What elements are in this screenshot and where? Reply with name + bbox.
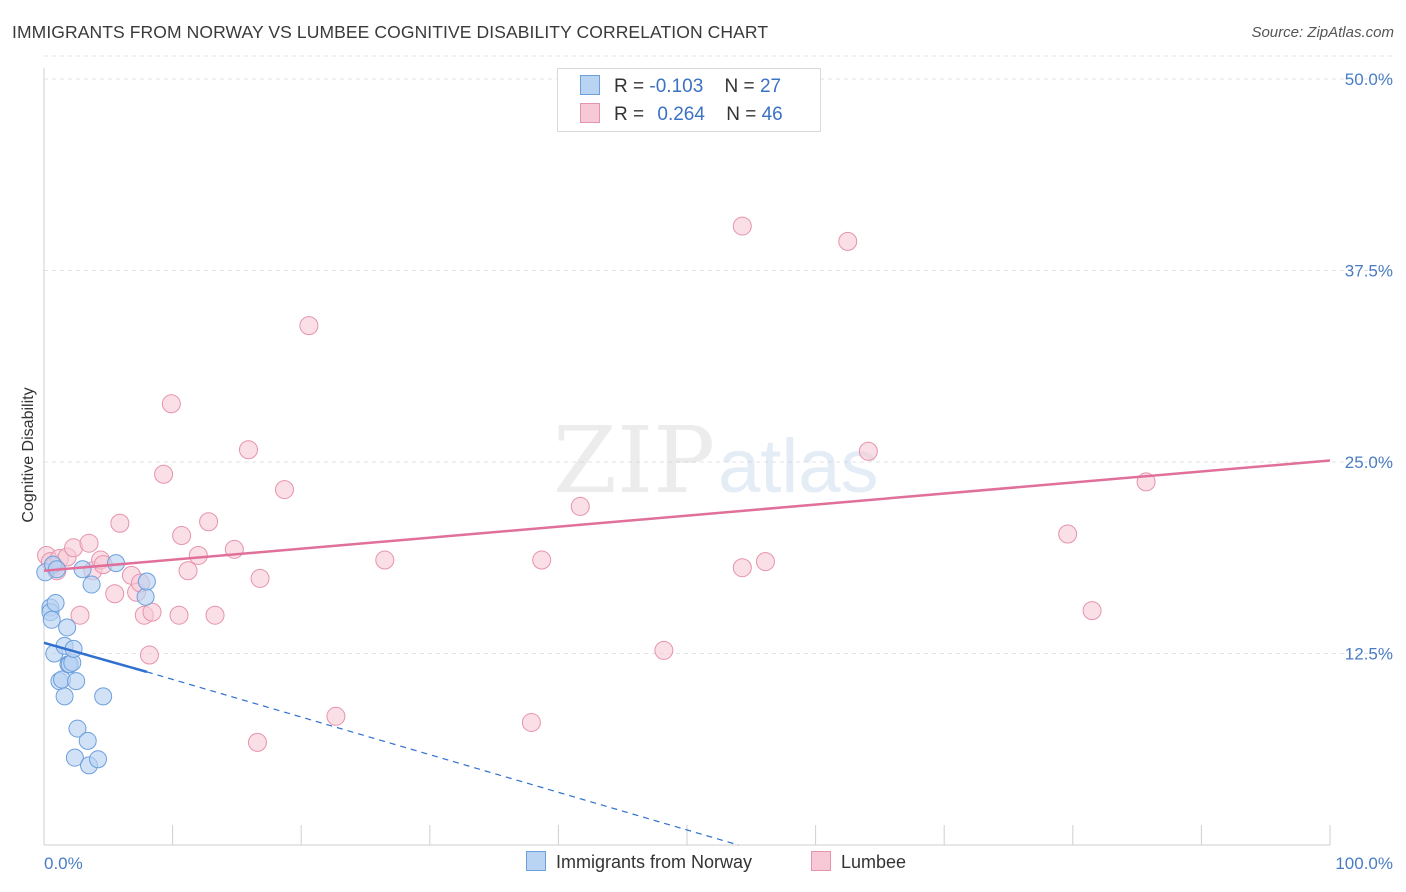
legend-r-value-lumbee: 0.264	[657, 104, 705, 125]
lumbee-point	[570, 496, 590, 516]
lumbee-point	[161, 394, 181, 414]
watermark: ZIP atlas	[553, 407, 879, 514]
legend-swatch-norway	[580, 75, 600, 95]
norway-point	[55, 687, 74, 706]
norway-point	[67, 672, 86, 691]
norway-point	[68, 719, 87, 738]
legend-r-value-norway: -0.103	[649, 76, 704, 97]
norway-point	[73, 560, 92, 579]
bottom-legend-label-lumbee: Lumbee	[841, 852, 907, 872]
legend-n-label: N =	[726, 104, 757, 125]
lumbee-point	[79, 533, 99, 553]
source-label: Source: ZipAtlas.com	[1251, 24, 1394, 41]
lumbee-points	[37, 216, 1156, 752]
norway-point	[136, 587, 155, 606]
y-tick-label-2: 37.5%	[1345, 262, 1393, 281]
lumbee-point	[274, 480, 294, 500]
x-tick-marks	[43, 825, 1331, 845]
lumbee-point	[1058, 524, 1078, 544]
correlation-legend: R = -0.103 N = 27 R = 0.264 N = 46	[557, 68, 821, 132]
legend-row-lumbee: R = 0.264 N = 46	[580, 103, 783, 127]
lumbee-point	[532, 550, 552, 570]
legend-n-label: N =	[724, 76, 755, 97]
lumbee-point	[838, 231, 858, 251]
x-tick-label-min: 0.0%	[44, 854, 83, 873]
y-tick-labels: 12.5% 25.0% 37.5% 50.0%	[1345, 70, 1393, 664]
bottom-legend-swatch-norway	[526, 851, 546, 871]
lumbee-point	[858, 441, 878, 461]
y-tick-label-1: 25.0%	[1345, 453, 1393, 472]
y-tick-label-0: 12.5%	[1345, 645, 1393, 664]
lumbee-point	[375, 550, 395, 570]
legend-r-label: R =	[614, 104, 645, 125]
y-tick-label-3: 50.0%	[1345, 70, 1393, 89]
norway-points	[36, 554, 156, 775]
bottom-legend-lumbee: Lumbee	[811, 851, 906, 873]
legend-r-label: R =	[614, 76, 645, 97]
bottom-legend-label-norway: Immigrants from Norway	[556, 852, 753, 872]
legend-swatch-lumbee	[580, 103, 600, 123]
lumbee-point	[154, 464, 174, 484]
lumbee-point	[247, 732, 267, 752]
norway-point	[137, 572, 156, 591]
lumbee-point	[169, 605, 189, 625]
x-tick-label-max: 100.0%	[1335, 854, 1393, 873]
norway-point	[94, 687, 113, 706]
trend-lines	[43, 459, 1331, 846]
lumbee-point	[250, 568, 270, 588]
lumbee-point	[755, 552, 775, 572]
lumbee-point	[238, 440, 258, 460]
bottom-legend-norway: Immigrants from Norway	[526, 851, 752, 873]
lumbee-point	[732, 216, 752, 236]
norway-point	[65, 748, 84, 767]
lumbee-point	[521, 712, 541, 732]
lumbee-point	[205, 605, 225, 625]
lumbee-point	[299, 316, 319, 336]
lumbee-point	[142, 602, 162, 622]
legend-row-norway: R = -0.103 N = 27	[580, 75, 781, 99]
watermark-zip: ZIP	[553, 407, 715, 514]
lumbee-point	[139, 645, 159, 665]
norway-point	[46, 593, 65, 612]
lumbee-trend-line	[43, 459, 1331, 573]
lumbee-point	[70, 605, 90, 625]
chart-title: IMMIGRANTS FROM NORWAY VS LUMBEE COGNITI…	[12, 22, 769, 42]
lumbee-point	[654, 640, 674, 660]
lumbee-point	[105, 584, 125, 604]
lumbee-point	[326, 706, 346, 726]
norway-point	[58, 618, 77, 637]
lumbee-point	[172, 526, 192, 546]
lumbee-point	[1082, 601, 1102, 621]
norway-point	[42, 610, 61, 629]
norway-trend-line	[43, 641, 148, 674]
lumbee-point	[199, 512, 219, 532]
norway-point	[82, 575, 101, 594]
norway-trend-extension	[146, 671, 739, 846]
norway-point	[89, 750, 108, 769]
lumbee-point	[732, 558, 752, 578]
norway-point	[78, 731, 97, 750]
watermark-atlas: atlas	[718, 424, 879, 509]
legend-n-value-lumbee: 46	[761, 104, 783, 125]
lumbee-point	[188, 545, 208, 565]
lumbee-point	[178, 561, 198, 581]
bottom-legend-swatch-lumbee	[811, 851, 831, 871]
lumbee-point	[110, 513, 130, 533]
gridlines	[44, 55, 1393, 654]
legend-n-value-norway: 27	[759, 76, 782, 97]
